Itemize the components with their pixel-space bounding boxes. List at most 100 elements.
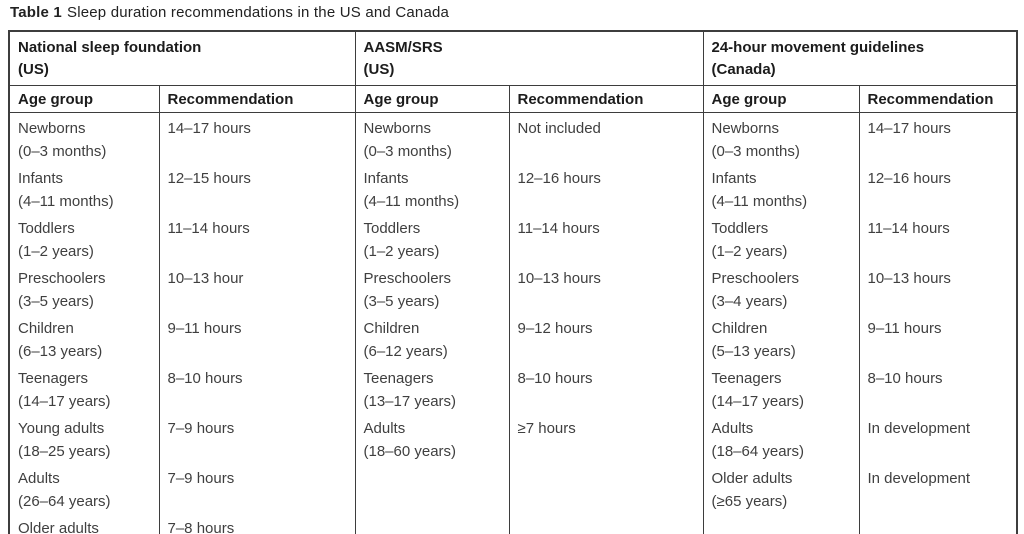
table-row: Newborns (0–3 months) 14–17 hours Newborn…: [9, 112, 1018, 164]
age-range-label: (1–2 years): [711, 243, 788, 260]
age-cell: Adults (18–60 years): [354, 413, 509, 463]
age-range-label: (18–60 years): [363, 443, 457, 460]
recommendation-cell: 12–16 hours: [858, 163, 1018, 213]
table-caption: Table 1 Sleep duration recommendations in…: [10, 4, 449, 21]
recommendation-cell: 9–11 hours: [158, 313, 355, 363]
age-range-label: (4–11 months): [363, 193, 460, 210]
recommendation-cell: 11–14 hours: [858, 213, 1018, 263]
age-cell: [354, 513, 509, 534]
recommendation-value: 9–11 hours: [867, 320, 942, 337]
recommendation-value: 12–16 hours: [867, 170, 951, 187]
age-cell: Children (5–13 years): [702, 313, 859, 363]
recommendation-value: 11–14 hours: [517, 220, 600, 237]
age-cell: Older adults(≥65 years): [9, 513, 159, 534]
recommendation-cell: 12–16 hours: [508, 163, 703, 213]
recommendation-value: 7–9 hours: [167, 420, 235, 437]
age-range-label: (3–5 years): [18, 293, 94, 310]
age-cell: Teenagers (13–17 years): [354, 363, 509, 413]
age-range-label: (4–11 months): [18, 193, 114, 210]
age-range-label: (0–3 months): [711, 143, 800, 160]
age-cell: Older adults (≥65 years): [702, 463, 859, 513]
age-cell: Teenagers (14–17 years): [702, 363, 859, 413]
age-group-label: Older adults: [18, 520, 99, 534]
age-group-label: Infants: [363, 170, 409, 187]
group-header-aasm: AASM/SRS (US): [354, 31, 703, 86]
age-range-label: (3–4 years): [711, 293, 788, 310]
age-range-label: (26–64 years): [18, 493, 111, 510]
group-name: AASM/SRS: [363, 39, 443, 56]
col-header-rec-aasm: Recommendation: [508, 85, 703, 113]
age-cell: Newborns (0–3 months): [9, 113, 159, 164]
recommendation-cell: 11–14 hours: [508, 213, 703, 263]
age-cell: Preschoolers (3–5 years): [9, 263, 159, 313]
age-group-label: Adults: [18, 470, 60, 487]
recommendation-value: ≥7 hours: [517, 420, 576, 437]
age-cell: Infants (4–11 months): [9, 163, 159, 213]
age-range-label: (6–12 years): [363, 343, 448, 360]
group-region: (US): [363, 61, 395, 78]
group-region: (US): [18, 61, 49, 78]
recommendation-cell: 9–12 hours: [508, 313, 703, 363]
age-group-label: Preschoolers: [363, 270, 452, 287]
age-group-label: Infants: [18, 170, 64, 187]
age-range-label: (14–17 years): [711, 393, 805, 410]
age-group-label: Toddlers: [363, 220, 421, 237]
recommendation-cell: 7–9 hours: [158, 413, 355, 463]
age-cell: [354, 463, 509, 513]
age-cell: Toddlers (1–2 years): [354, 213, 509, 263]
age-range-label: (1–2 years): [18, 243, 94, 260]
recommendation-cell: 10–13 hours: [858, 263, 1018, 313]
age-range-label: (18–25 years): [18, 443, 111, 460]
recommendation-cell: 8–10 hours: [858, 363, 1018, 413]
age-cell: Preschoolers (3–4 years): [702, 263, 859, 313]
col-header-rec-canada: Recommendation: [858, 85, 1018, 113]
age-group-label: Teenagers: [18, 370, 89, 387]
col-header-age-canada: Age group: [702, 85, 859, 113]
age-range-label: (18–64 years): [711, 443, 805, 460]
recommendation-value: 9–11 hours: [167, 320, 242, 337]
age-range-label: (14–17 years): [18, 393, 111, 410]
age-group-label: Toddlers: [18, 220, 75, 237]
recommendation-value: 14–17 hours: [167, 120, 251, 137]
recommendation-cell: 7–9 hours: [158, 463, 355, 513]
col-header-age-nsf: Age group: [9, 85, 159, 113]
group-header-row: National sleep foundation (US) AASM/SRS …: [9, 31, 1018, 86]
recommendation-cell: 10–13 hours: [508, 263, 703, 313]
age-group-label: Adults: [363, 420, 406, 437]
recommendation-cell: 12–15 hours: [158, 163, 355, 213]
age-cell: Newborns (0–3 months): [354, 112, 509, 163]
recommendation-cell: 10–13 hour: [158, 263, 355, 313]
age-group-label: Preschoolers: [711, 270, 800, 287]
citation: Chaput y col, 2018: [868, 530, 1009, 534]
recommendation-cell: 11–14 hours: [158, 213, 355, 263]
recommendation-value: 8–10 hours: [867, 370, 943, 387]
recommendation-value: 14–17 hours: [867, 120, 951, 137]
age-cell: Toddlers (1–2 years): [702, 213, 859, 263]
age-range-label: (1–2 years): [363, 243, 440, 260]
table-caption-label: Table 1: [10, 4, 62, 21]
age-cell: Teenagers (14–17 years): [9, 363, 159, 413]
table-row: Preschoolers (3–5 years) 10–13 hour Presc…: [9, 263, 1018, 313]
age-group-label: Children: [18, 320, 74, 337]
age-cell: Preschoolers (3–5 years): [354, 263, 509, 313]
sleep-duration-table: National sleep foundation (US) AASM/SRS …: [8, 30, 1019, 534]
table-row: Adults (26–64 years) 7–9 hours Older adul…: [9, 463, 1018, 513]
table-row: Young adults (18–25 years) 7–9 hours Adul…: [9, 413, 1018, 463]
age-range-label: (≥65 years): [711, 493, 788, 510]
col-header-rec-nsf: Recommendation: [158, 85, 355, 113]
age-group-label: Older adults: [711, 470, 793, 487]
age-group-label: Newborns: [363, 120, 432, 137]
recommendation-cell: [508, 513, 703, 534]
group-header-canada: 24-hour movement guidelines (Canada): [702, 31, 1018, 86]
table-row: Infants (4–11 months) 12–15 hours Infants…: [9, 163, 1018, 213]
age-cell: Infants (4–11 months): [354, 163, 509, 213]
group-region: (Canada): [711, 61, 776, 78]
table-row: Toddlers (1–2 years) 11–14 hours Toddlers…: [9, 213, 1018, 263]
recommendation-cell: 14–17 hours: [858, 112, 1018, 163]
age-group-label: Children: [363, 320, 420, 337]
recommendation-cell: In development: [858, 463, 1018, 513]
age-cell: Children (6–13 years): [9, 313, 159, 363]
recommendation-value: 8–10 hours: [517, 370, 593, 387]
table-caption-text: Sleep duration recommendations in the US…: [66, 4, 450, 21]
